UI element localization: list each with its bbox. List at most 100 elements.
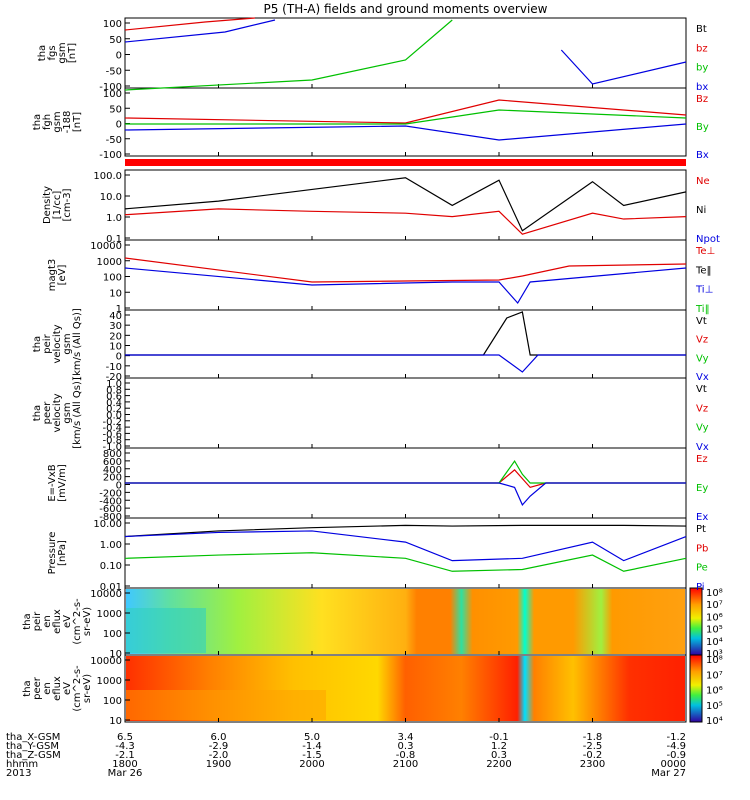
legend-temp: Ti⊥ [695,285,713,296]
ytick-temp: 1000 [97,257,122,268]
ytick-efield: 800 [103,449,122,460]
footer-value: 0.3 [491,750,507,761]
footer-value: 6.0 [211,732,227,743]
footer-value: -4.3 [115,741,135,752]
footer-value: -2.0 [209,750,229,761]
legend-pressure: Pe [696,563,708,574]
footer-value: -0.9 [666,750,686,761]
footer-value: 1.2 [491,741,507,752]
ylabel-peir_spec: tha [22,613,33,629]
legend-temp: Te⊥ [695,246,715,257]
ytick-fgs: 100 [103,19,122,30]
ytick-peir: 10 [109,342,122,353]
ylabel-peir_spec: peir [32,611,43,631]
density-Ne-line [124,208,687,235]
ylabel-fgh: fgh [42,114,53,130]
legend-peir: Vx [696,372,709,383]
peir-colorbar-label: 10³ [706,649,723,660]
footer-label: tha_Y-GSM [6,741,59,752]
ytick-peer: -0.8 [102,436,122,447]
ylabel-peir_spec: sr-eV) [82,607,93,636]
footer-value: 0000 [661,759,686,770]
footer-value: -1.4 [302,741,322,752]
legend-pressure: Pt [696,524,706,535]
ylabel-peer: [km/s (All Qs)] [72,377,83,449]
chart-title: P5 (TH-A) fields and ground moments over… [264,2,548,16]
ytick-peir_spec: 10 [109,649,122,660]
ylabel-peir: tha [32,336,43,352]
ylabel-temp: [eV] [57,265,68,286]
ytick-peir: 20 [109,331,122,342]
legend-fgh: Bz [696,94,708,105]
pressure-Pe-line [124,552,687,572]
fgs-by-line [124,19,453,91]
ylabel-peir_spec: en [42,615,53,628]
footer-value: -1.5 [302,750,322,761]
legend-fgh: By [696,122,709,133]
fgs-bz-line [124,17,256,31]
ytick-peir: -20 [106,372,122,383]
legend-temp: Te‖ [695,265,712,276]
ylabel-peer: gsm [62,402,73,423]
peer-colorbar-label: 10⁵ [706,701,723,712]
ytick-peir: 30 [109,321,122,332]
peir-Vt-line [125,311,686,356]
ylabel-peir_spec: eflux [52,609,63,634]
ylabel-peer: tha [32,405,43,421]
ytick-peer: -0.4 [102,423,122,434]
footer-value: -1.2 [666,732,686,743]
ytick-peer: -0.2 [102,417,122,428]
legend-peer: Vz [696,403,708,414]
ytick-peir: 40 [109,311,122,322]
ytick-fgs: 0 [116,51,122,62]
panel-frame-peir [124,309,687,379]
peir-spectrogram [126,589,685,654]
panel-frame-peer [124,377,687,449]
ylabel-fgh: gsm [52,111,63,132]
peer-colorbar-label: 10⁶ [706,686,723,697]
ytick-peir_spec: 1000 [97,609,122,620]
ytick-temp: 1 [116,304,122,315]
ytick-peir_spec: 100 [103,629,122,640]
ytick-fgs: -50 [106,66,122,77]
panel-frame-fgh [124,87,687,157]
ytick-peer: 0.0 [106,411,122,422]
legend-density: Npot [696,234,720,245]
ytick-density: 1.0 [106,213,122,224]
footer-value: 6.5 [117,732,133,743]
ylabel-peer_spec: peer [32,676,43,700]
ytick-efield: 600 [103,457,122,468]
ylabel-density: [1/cc] [52,191,63,220]
ytick-fgs: -100 [99,82,122,93]
footer-value: 3.4 [398,732,414,743]
footer-value: -4.9 [666,741,686,752]
ytick-peir_spec: 10000 [90,589,122,600]
fgs-bx-late-line [560,49,687,85]
ylabel-pressure: Pressure [47,532,58,575]
footer-date-start: Mar 26 [108,768,143,779]
ytick-density: 0.1 [106,234,122,245]
footer-value: 2100 [393,759,418,770]
ytick-efield: 0 [116,481,122,492]
legend-efield: Ez [696,454,708,465]
legend-pressure: Pi [696,582,705,593]
footer-value: 1900 [206,759,231,770]
peir-colorbar [689,587,703,656]
peir-colorbar-label: 10⁸ [706,588,723,599]
ytick-fgh: -100 [99,150,122,161]
footer-value: -1.8 [583,732,603,743]
ytick-peer: -0.6 [102,429,122,440]
ytick-pressure: 0.01 [100,582,122,593]
panel-frame-pressure [124,517,687,589]
ytick-peer: -1.0 [102,442,122,453]
ytick-fgh: 0 [116,120,122,131]
ylabel-fgs: gsm [57,42,68,63]
legend-fgh: Bx [696,150,709,161]
ylabel-peer_spec: tha [22,680,33,696]
ytick-pressure: 1.00 [100,540,122,551]
legend-efield: Ex [696,512,708,523]
legend-temp: Ti‖ [695,304,710,315]
peer-colorbar-label: 10⁷ [706,670,723,681]
ytick-peer: 0.4 [106,398,122,409]
